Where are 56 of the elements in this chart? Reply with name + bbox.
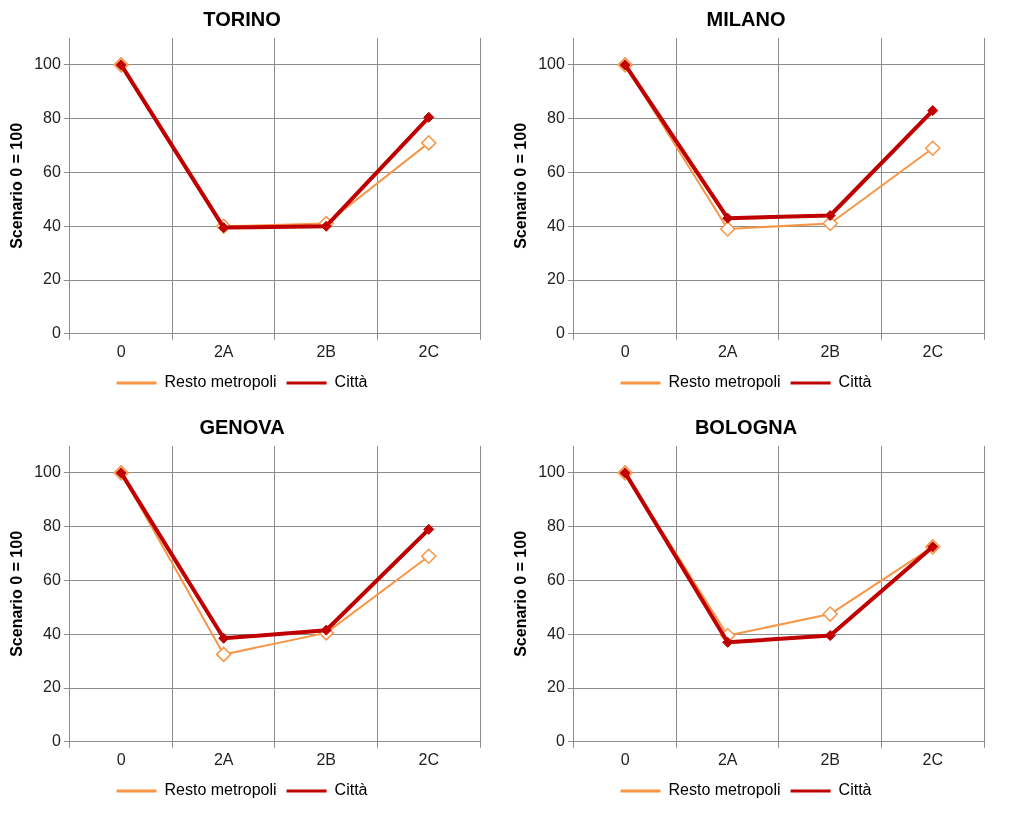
y-axis-title: Scenario 0 = 100 xyxy=(512,530,530,657)
x-tick-label: 2B xyxy=(316,750,336,768)
y-tick-label: 40 xyxy=(547,624,565,642)
y-tick-label: 20 xyxy=(547,678,565,696)
x-tick-label: 2B xyxy=(316,342,336,360)
y-tick-label: 20 xyxy=(43,270,61,288)
legend-label: Città xyxy=(334,781,368,799)
x-tick-label: 2A xyxy=(213,342,234,360)
y-tick-label: 20 xyxy=(547,270,565,288)
y-tick-label: 40 xyxy=(43,624,61,642)
y-tick-label: 80 xyxy=(43,109,61,127)
y-tick-label: 0 xyxy=(555,324,565,342)
x-tick-label: 2B xyxy=(820,342,840,360)
y-tick-label: 0 xyxy=(51,732,61,750)
y-tick-label: 100 xyxy=(538,55,565,73)
legend-label: Resto metropoli xyxy=(668,373,781,391)
chart-title: BOLOGNA xyxy=(694,415,798,438)
y-tick-label: 100 xyxy=(538,463,565,481)
x-tick-label: 2C xyxy=(418,750,439,768)
legend-label: Città xyxy=(838,373,872,391)
y-axis-title: Scenario 0 = 100 xyxy=(512,122,530,249)
y-tick-label: 100 xyxy=(34,463,61,481)
y-tick-label: 0 xyxy=(51,324,61,342)
legend-label: Città xyxy=(838,781,872,799)
x-tick-label: 2A xyxy=(717,342,738,360)
legend-label: Resto metropoli xyxy=(164,373,277,391)
y-tick-label: 100 xyxy=(34,55,61,73)
y-tick-label: 20 xyxy=(43,678,61,696)
x-tick-label: 2A xyxy=(213,750,234,768)
y-tick-label: 40 xyxy=(43,216,61,234)
y-axis-title: Scenario 0 = 100 xyxy=(8,122,26,249)
x-tick-label: 0 xyxy=(116,342,126,360)
y-tick-label: 80 xyxy=(547,517,565,535)
y-axis-title: Scenario 0 = 100 xyxy=(8,530,26,657)
y-tick-label: 40 xyxy=(547,216,565,234)
y-tick-label: 60 xyxy=(547,162,565,180)
x-tick-label: 0 xyxy=(620,342,630,360)
y-tick-label: 60 xyxy=(547,570,565,588)
chart-title: MILANO xyxy=(706,7,786,30)
y-tick-label: 60 xyxy=(43,162,61,180)
legend-label: Resto metropoli xyxy=(164,781,277,799)
y-tick-label: 80 xyxy=(43,517,61,535)
chart-title: TORINO xyxy=(203,7,281,30)
x-tick-label: 0 xyxy=(620,750,630,768)
x-tick-label: 2C xyxy=(922,342,943,360)
x-tick-label: 2C xyxy=(922,750,943,768)
x-tick-label: 0 xyxy=(116,750,126,768)
legend-label: Città xyxy=(334,373,368,391)
chart-title: GENOVA xyxy=(199,415,285,438)
x-tick-label: 2B xyxy=(820,750,840,768)
legend-label: Resto metropoli xyxy=(668,781,781,799)
x-tick-label: 2A xyxy=(717,750,738,768)
x-tick-label: 2C xyxy=(418,342,439,360)
y-tick-label: 60 xyxy=(43,570,61,588)
y-tick-label: 0 xyxy=(555,732,565,750)
y-tick-label: 80 xyxy=(547,109,565,127)
